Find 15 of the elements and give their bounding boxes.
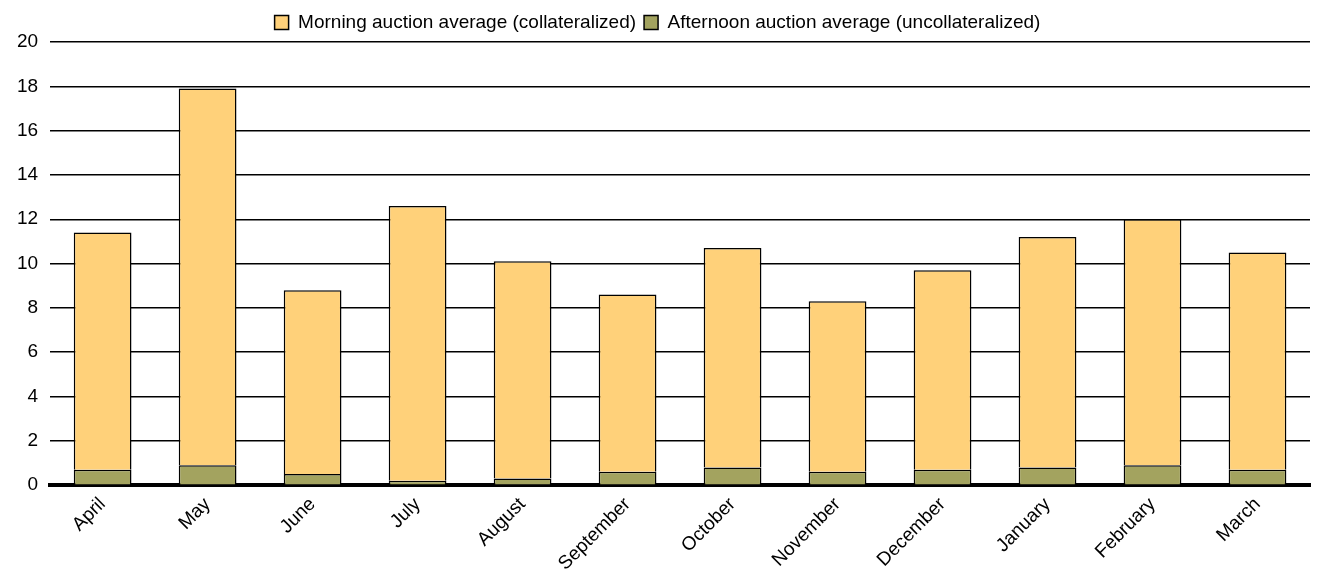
y-tick-label: 20 [16, 30, 39, 52]
y-tick-label: 8 [27, 296, 39, 318]
y-tick-label: 4 [27, 384, 39, 406]
y-tick-label: 6 [27, 340, 39, 362]
y-tick-label: 16 [16, 118, 39, 140]
y-tick-label: 0 [27, 473, 39, 495]
y-tick-label: 12 [16, 207, 39, 229]
legend-label: Afternoon auction average (uncollateralized) [667, 10, 1041, 32]
y-tick-label: 2 [27, 429, 39, 451]
y-tick-label: 14 [16, 163, 39, 185]
y-tick-label: 18 [16, 74, 39, 96]
legend-label: Morning auction average (collateralized) [298, 10, 637, 32]
x-tick-label: July [385, 492, 425, 532]
x-tick-label: May [173, 492, 215, 534]
y-tick-label: 10 [16, 251, 39, 273]
